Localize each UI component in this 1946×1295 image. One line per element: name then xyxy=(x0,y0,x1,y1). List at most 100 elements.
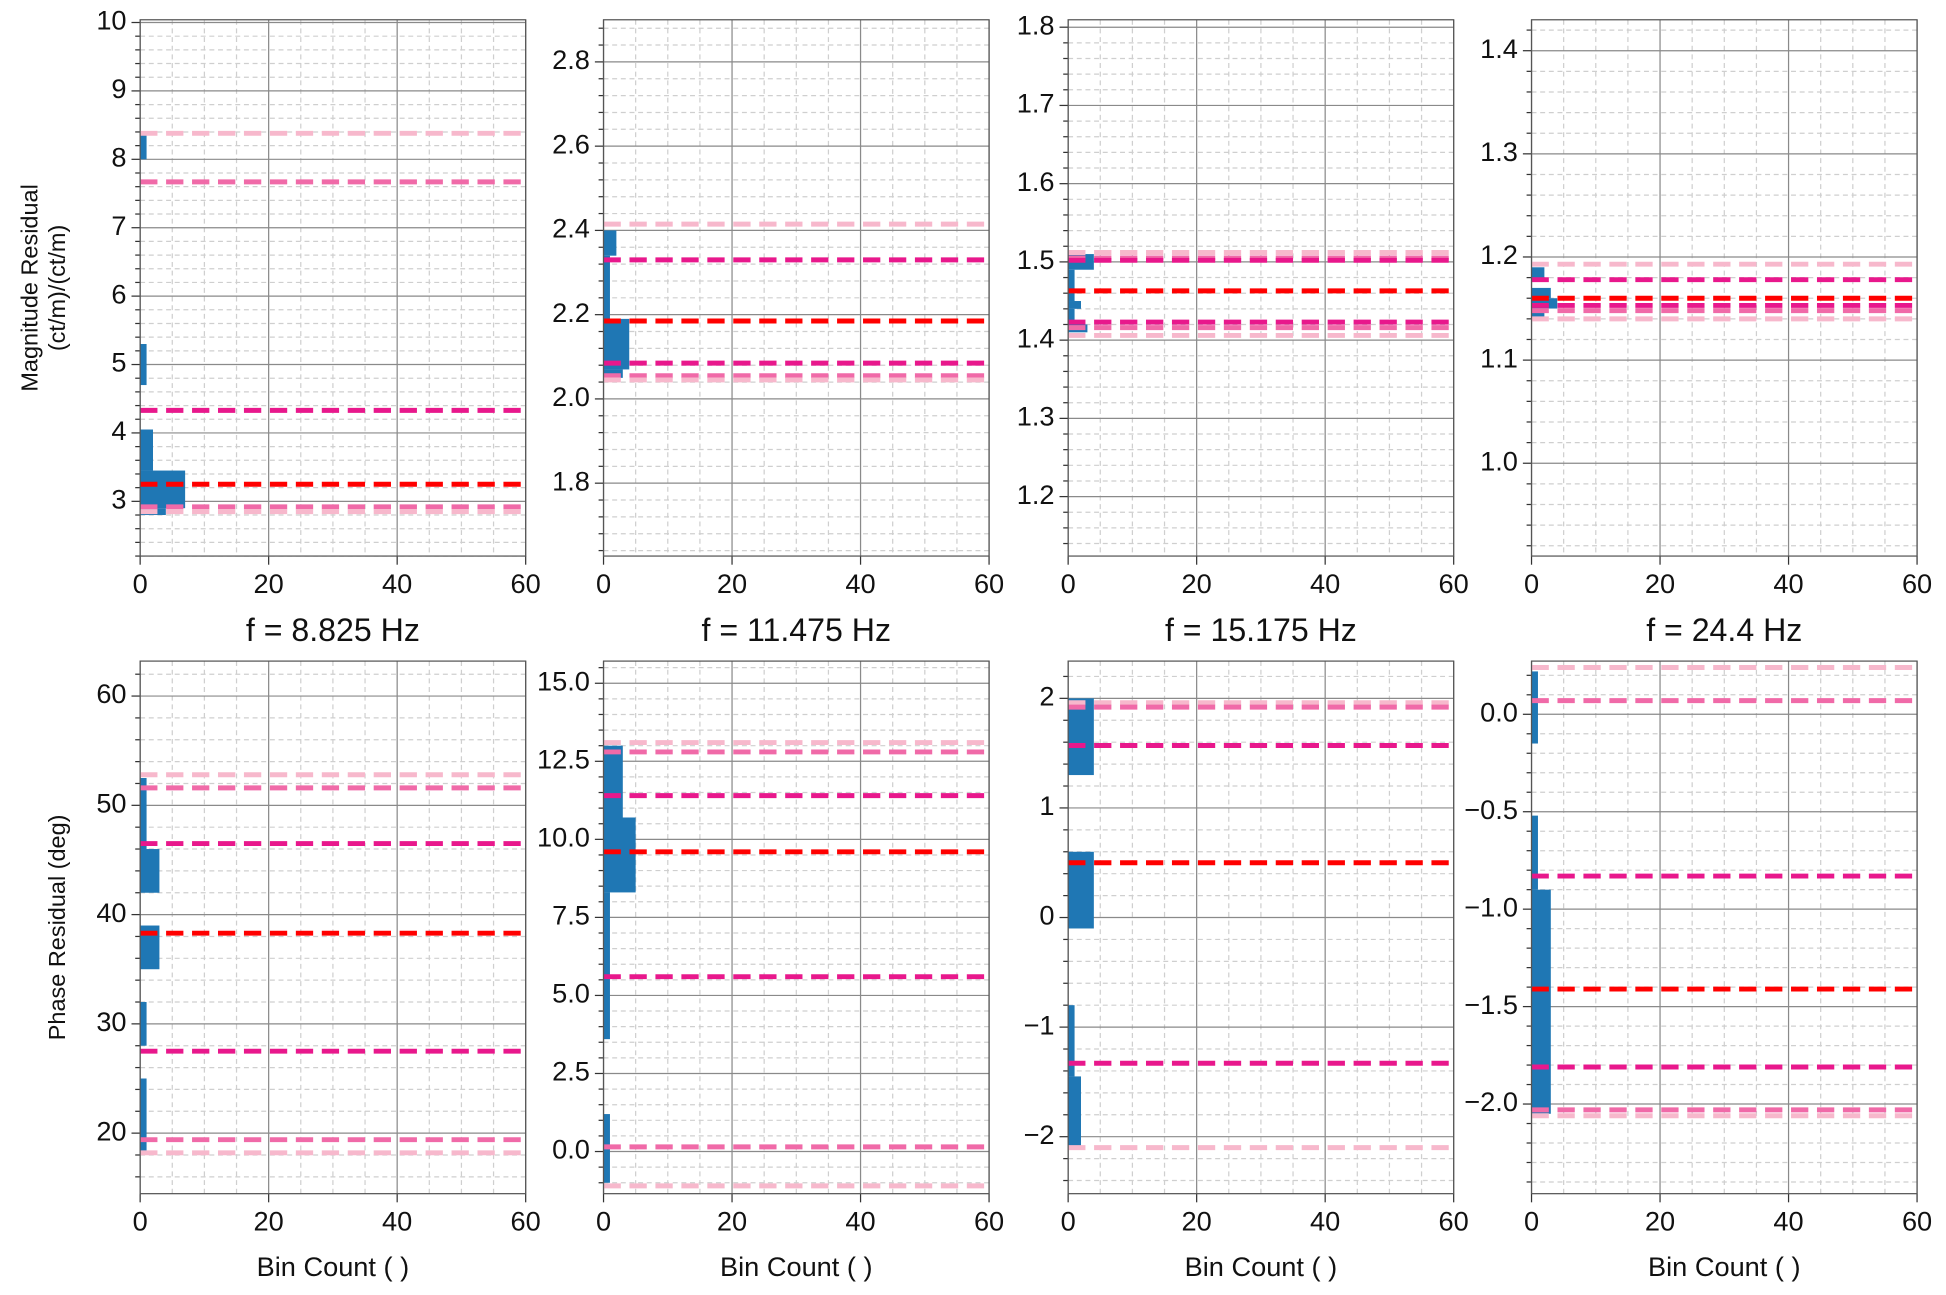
y-tick-label: 60 xyxy=(96,678,126,709)
bar xyxy=(1068,1076,1081,1148)
y-tick-label: 1.5 xyxy=(1017,244,1055,275)
y-tick-label: 2.6 xyxy=(552,128,590,159)
bar xyxy=(1531,671,1538,744)
x-tick-label: 60 xyxy=(511,1206,541,1237)
axes-frame xyxy=(1067,660,1455,1195)
bar xyxy=(140,778,147,850)
x-tick-label: 40 xyxy=(382,1206,412,1237)
y-tick-label: 40 xyxy=(96,897,126,928)
y-tick-label: −2.0 xyxy=(1464,1086,1518,1117)
x-tick-label: 0 xyxy=(1524,568,1539,599)
y-tick-label: −0.5 xyxy=(1464,794,1518,825)
bar xyxy=(140,849,160,893)
y-tick-label: 7 xyxy=(111,210,126,241)
y-tick-label: 8 xyxy=(111,142,126,173)
y-tick-label: −1.5 xyxy=(1464,989,1518,1020)
x-tick-label: 40 xyxy=(382,568,412,599)
x-axis-label: Bin Count ( ) xyxy=(720,1251,873,1282)
x-tick-label: 40 xyxy=(1773,568,1803,599)
y-tick-label: 3 xyxy=(111,484,126,515)
x-tick-label: 0 xyxy=(1524,1206,1539,1237)
x-tick-label: 60 xyxy=(1902,1206,1932,1237)
bar xyxy=(603,817,636,893)
bar xyxy=(1531,287,1551,299)
y-tick-label: 0.0 xyxy=(1480,696,1518,727)
y-tick-label: 1.1 xyxy=(1480,342,1518,373)
panel-title: f = 15.175 Hz xyxy=(1165,612,1357,648)
bar xyxy=(1068,698,1094,776)
y-tick-label: 1.4 xyxy=(1017,322,1055,353)
bar xyxy=(603,745,623,818)
x-tick-label: 20 xyxy=(1645,1206,1675,1237)
panel-title: f = 8.825 Hz xyxy=(246,612,420,648)
y-tick-label: 1.2 xyxy=(1480,239,1518,270)
x-tick-label: 60 xyxy=(1439,568,1469,599)
bar xyxy=(140,925,160,970)
axes-frame xyxy=(602,19,990,557)
y-axis-label: (ct/m)/(ct/m) xyxy=(44,225,70,351)
x-axis-label: Bin Count ( ) xyxy=(257,1251,410,1282)
x-tick-label: 40 xyxy=(1310,568,1340,599)
y-tick-label: 7.5 xyxy=(552,900,590,931)
axes-frame xyxy=(602,660,990,1195)
bar xyxy=(1531,267,1545,278)
bar xyxy=(140,429,153,471)
y-tick-label: 10 xyxy=(96,5,126,36)
bar xyxy=(1068,269,1075,302)
bar xyxy=(1068,1005,1075,1077)
bar xyxy=(1531,815,1538,890)
y-tick-label: 2.0 xyxy=(552,381,590,412)
y-tick-label: 2.5 xyxy=(552,1056,590,1087)
x-tick-label: 0 xyxy=(596,568,611,599)
axes-frame xyxy=(1530,19,1918,557)
y-tick-label: 10.0 xyxy=(537,822,590,853)
panel-title: f = 11.475 Hz xyxy=(702,612,892,648)
bar xyxy=(140,135,147,160)
y-tick-label: 1.4 xyxy=(1480,33,1518,64)
x-tick-label: 20 xyxy=(1182,1206,1212,1237)
y-tick-label: 2.8 xyxy=(552,44,590,75)
bar xyxy=(1531,308,1545,319)
x-tick-label: 60 xyxy=(974,1206,1004,1237)
y-tick-label: 12.5 xyxy=(537,743,590,774)
bar xyxy=(1068,308,1075,325)
bar xyxy=(140,1002,147,1046)
y-axis-label: Phase Residual (deg) xyxy=(44,815,70,1041)
x-tick-label: 0 xyxy=(133,1206,148,1237)
x-tick-label: 20 xyxy=(717,568,747,599)
bar xyxy=(1531,889,1551,1114)
y-tick-label: 1.2 xyxy=(1017,479,1055,510)
y-tick-label: 4 xyxy=(111,415,126,446)
axes-frame xyxy=(139,660,527,1195)
bar xyxy=(140,1078,147,1155)
y-tick-label: 2 xyxy=(1039,681,1054,712)
y-axis-label: Magnitude Residual xyxy=(17,184,43,391)
y-tick-label: 15.0 xyxy=(537,665,590,696)
x-tick-label: 0 xyxy=(596,1206,611,1237)
x-tick-label: 60 xyxy=(1439,1206,1469,1237)
x-tick-label: 40 xyxy=(1310,1206,1340,1237)
y-tick-label: 1.3 xyxy=(1017,401,1055,432)
y-tick-label: 2.2 xyxy=(552,297,590,328)
y-tick-label: 9 xyxy=(111,73,126,104)
y-tick-label: 1.6 xyxy=(1017,166,1055,197)
x-axis-label: Bin Count ( ) xyxy=(1648,1251,1801,1282)
x-tick-label: 40 xyxy=(1773,1206,1803,1237)
x-tick-label: 0 xyxy=(1061,1206,1076,1237)
x-tick-label: 40 xyxy=(845,568,875,599)
axes-frame xyxy=(1530,660,1918,1195)
y-tick-label: 5.0 xyxy=(552,978,590,1009)
bar xyxy=(140,344,147,386)
x-tick-label: 20 xyxy=(1182,568,1212,599)
y-tick-label: 1.7 xyxy=(1017,88,1055,119)
y-tick-label: −1.0 xyxy=(1464,891,1518,922)
axes-frame xyxy=(1067,19,1455,557)
bar xyxy=(603,255,610,319)
y-tick-label: 50 xyxy=(96,788,126,819)
x-tick-label: 20 xyxy=(1645,568,1675,599)
y-tick-label: 2.4 xyxy=(552,213,590,244)
x-tick-label: 20 xyxy=(254,568,284,599)
x-tick-label: 60 xyxy=(511,568,541,599)
x-tick-label: 20 xyxy=(254,1206,284,1237)
